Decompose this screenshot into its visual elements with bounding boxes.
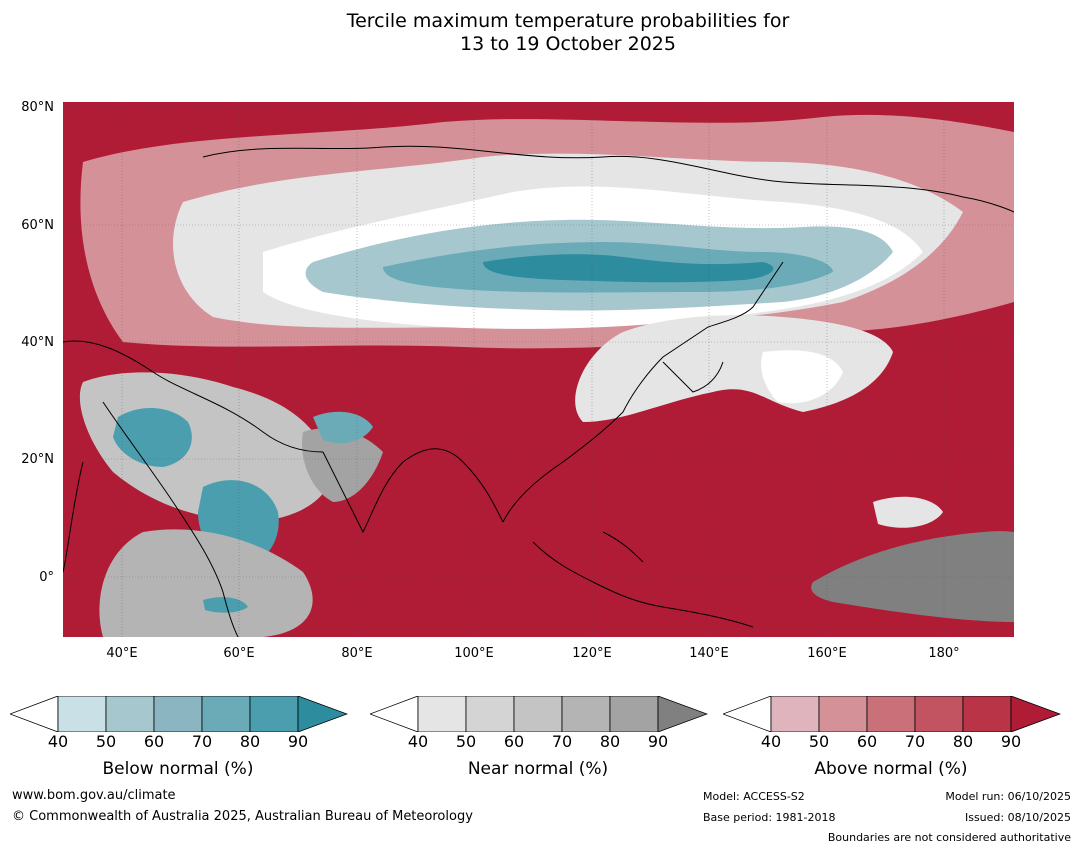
lat-label-80n: 80°N <box>21 100 54 115</box>
legend-above-tick-50: 50 <box>808 732 830 751</box>
region-grey-indian-ocean <box>99 529 313 637</box>
region-below-normal-tibet <box>313 411 373 444</box>
legend-above-cell-1 <box>770 696 820 732</box>
legend-below-tick-50: 50 <box>95 732 117 751</box>
legend-below-tick-90: 90 <box>287 732 309 751</box>
legend-below-cell-5 <box>249 696 299 732</box>
boundaries-disclaimer: Boundaries are not considered authoritat… <box>827 831 1071 844</box>
lon-label-80e: 80°E <box>341 646 373 661</box>
legend-above-cell-4 <box>914 696 964 732</box>
legend-near-cell-0 <box>370 696 419 732</box>
legend-near-cell-6 <box>657 696 708 732</box>
legend-near-tick-60: 60 <box>503 732 525 751</box>
map-title: Tercile maximum temperature probabilitie… <box>0 10 1081 56</box>
region-below-normal-arabia <box>113 407 192 467</box>
legend-near-cell-1 <box>417 696 467 732</box>
graticule <box>63 102 1014 637</box>
legend-below-cell-4 <box>201 696 251 732</box>
model-name: Model: ACCESS-S2 <box>703 790 805 803</box>
lon-label-100e: 100°E <box>454 646 494 661</box>
legend-bar-near-normal <box>370 696 708 732</box>
legend-above-cell-6 <box>1010 696 1061 732</box>
legend-above-tick-70: 70 <box>904 732 926 751</box>
title-line-1: Tercile maximum temperature probabilitie… <box>346 10 790 32</box>
legend-below-cell-0 <box>10 696 59 732</box>
legend-below-tick-60: 60 <box>143 732 165 751</box>
legend-title-above-normal: Above normal (%) <box>814 759 968 779</box>
lat-label-60n: 60°N <box>21 218 54 233</box>
region-below-normal-peak <box>483 254 774 283</box>
base-period: Base period: 1981-2018 <box>703 811 836 824</box>
legend-title-near-normal: Near normal (%) <box>467 759 609 779</box>
legend-above-tick-90: 90 <box>1000 732 1022 751</box>
legend-above-tick-60: 60 <box>856 732 878 751</box>
legend-near-tick-80: 80 <box>599 732 621 751</box>
legend-above-cell-0 <box>723 696 772 732</box>
region-light-pacific <box>873 496 943 528</box>
legend-above-cell-3 <box>866 696 916 732</box>
lon-label-140e: 140°E <box>689 646 729 661</box>
legend-near-cell-5 <box>609 696 659 732</box>
probability-map <box>63 102 1014 637</box>
legend-above-cell-5 <box>962 696 1012 732</box>
legend-bar-below-normal <box>10 696 348 732</box>
legend-bar-above-normal <box>723 696 1061 732</box>
website-link[interactable]: www.bom.gov.au/climate <box>12 788 176 803</box>
legend-below-cell-6 <box>297 696 348 732</box>
legend-below-cell-1 <box>57 696 107 732</box>
lat-label-40n: 40°N <box>21 335 54 350</box>
legend-title-below-normal: Below normal (%) <box>102 759 254 779</box>
legend-below-tick-70: 70 <box>191 732 213 751</box>
lon-label-180: 180° <box>928 646 960 661</box>
legend-below-tick-40: 40 <box>47 732 69 751</box>
legend-above-tick-40: 40 <box>760 732 782 751</box>
lon-label-120e: 120°E <box>572 646 612 661</box>
lon-label-60e: 60°E <box>223 646 255 661</box>
lat-label-0: 0° <box>39 570 54 585</box>
legend-below-cell-2 <box>105 696 155 732</box>
map-canvas <box>63 102 1014 637</box>
legend-above-tick-80: 80 <box>952 732 974 751</box>
issued-date: Issued: 08/10/2025 <box>964 811 1071 824</box>
legend-above-cell-2 <box>818 696 868 732</box>
legend-below-tick-80: 80 <box>239 732 261 751</box>
lon-label-40e: 40°E <box>106 646 138 661</box>
legend-near-cell-4 <box>561 696 611 732</box>
coastlines <box>63 145 1014 637</box>
copyright-notice: © Commonwealth of Australia 2025, Austra… <box>12 809 473 824</box>
legend-near-tick-70: 70 <box>551 732 573 751</box>
legend-near-tick-90: 90 <box>647 732 669 751</box>
region-white-pacific-north <box>761 350 843 404</box>
lon-label-160e: 160°E <box>807 646 847 661</box>
legend-near-cell-2 <box>465 696 515 732</box>
legend-near-tick-50: 50 <box>455 732 477 751</box>
region-grey-pacific <box>811 531 1014 622</box>
lat-label-20n: 20°N <box>21 452 54 467</box>
region-grey-india <box>302 428 383 502</box>
region-below-normal-indian-ocean <box>203 597 248 613</box>
legend-near-tick-40: 40 <box>407 732 429 751</box>
model-run-date: Model run: 06/10/2025 <box>945 790 1071 803</box>
legend-near-cell-3 <box>513 696 563 732</box>
title-line-2: 13 to 19 October 2025 <box>460 33 676 55</box>
legend-below-cell-3 <box>153 696 203 732</box>
